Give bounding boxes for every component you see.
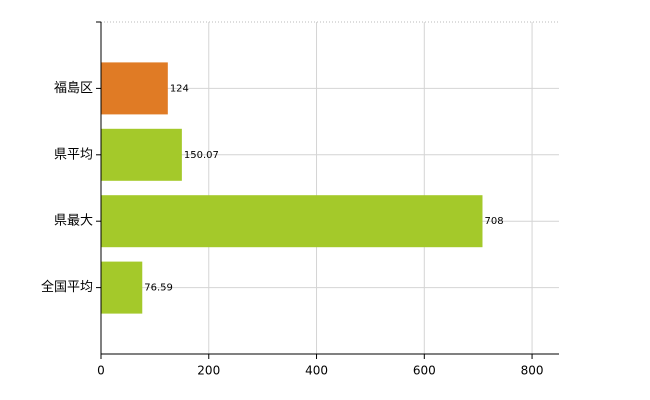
- x-tick-label: 0: [97, 364, 105, 378]
- value-label: 124: [170, 83, 189, 94]
- x-tick-label: 400: [305, 364, 328, 378]
- x-tick-label: 800: [521, 364, 544, 378]
- value-label: 150.07: [184, 150, 219, 161]
- bar: [101, 62, 168, 115]
- bar: [101, 128, 182, 181]
- x-tick-label: 200: [197, 364, 220, 378]
- bar: [101, 195, 483, 248]
- bar: [101, 261, 143, 314]
- y-tick-label: 福島区: [54, 81, 93, 96]
- y-tick-label: 全国平均: [41, 279, 93, 295]
- value-label: 708: [484, 216, 503, 227]
- y-tick-label: 県平均: [54, 147, 93, 162]
- x-tick-label: 600: [413, 364, 436, 378]
- y-tick-label: 県最大: [54, 214, 93, 229]
- value-label: 76.59: [144, 283, 173, 294]
